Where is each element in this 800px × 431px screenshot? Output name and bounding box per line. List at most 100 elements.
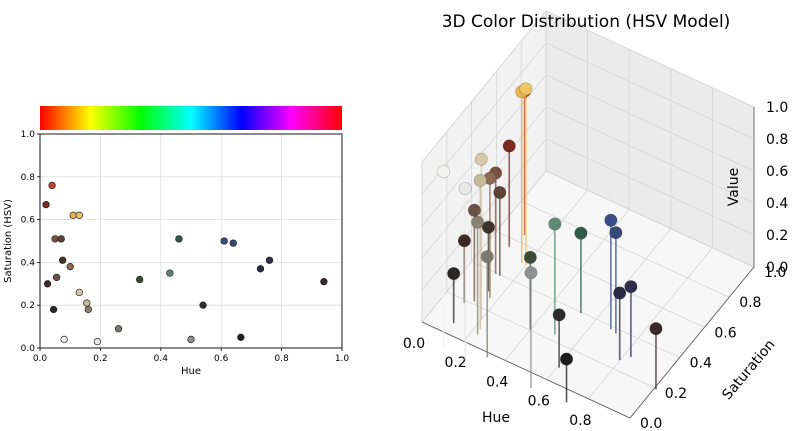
data-point [84,305,92,314]
x-tick-label: 0.8 [274,354,289,364]
floor-gridline [504,209,630,361]
data-point [75,211,83,219]
data-point-3d [437,165,451,179]
x-axis-label: Hue [181,366,201,377]
back-gridline [545,42,755,140]
value-tick-label: 0.0 [766,260,788,276]
back-gridline [545,138,755,236]
data-point-3d [481,220,495,234]
value-tick-label: 0.4 [766,196,788,212]
hue-tick-label: 0.6 [528,394,550,410]
hue-colorbar [40,106,342,130]
data-point [229,239,237,247]
y-tick-label: 0.8 [21,173,36,183]
hue-axis-label: Hue [482,410,510,426]
value-axis-label: Value [726,168,742,206]
side-gridline [421,10,547,163]
x-tick-label: 0.2 [93,354,107,364]
data-point-3d [474,152,488,166]
floor-gridline [588,247,713,400]
data-point [60,335,68,344]
floor-gridline [521,200,730,298]
data-point-3d [447,267,461,281]
hue-tick-label: 0.4 [486,374,508,390]
data-point [175,235,183,243]
data-point [66,263,74,271]
data-point-3d [458,182,472,196]
saturation-tick-label: 0.6 [714,325,736,341]
data-point-3d [457,234,471,248]
data-point-3d [649,322,663,336]
data-point-3d [574,226,588,240]
data-point [114,325,123,333]
value-tick-label: 0.2 [766,228,788,244]
data-point [57,235,65,243]
floor-gridline [471,261,680,358]
saturation-tick-label: 0.0 [640,416,662,431]
y-axis-label: Saturation (HSV) [3,199,14,283]
back-gridline [545,74,755,172]
x-tick-label: 0.4 [154,354,169,364]
x-tick-label: 0.6 [214,354,229,364]
data-point-3d [548,217,562,231]
data-point [220,237,228,245]
y-tick-label: 0.4 [21,258,36,268]
data-point-3d [609,226,623,240]
data-point-3d [473,173,487,187]
data-point-3d [552,308,566,322]
data-point [256,265,265,273]
floor-gridline [463,189,588,342]
data-point [75,288,83,297]
data-point [199,301,207,309]
data-point [320,278,328,286]
chart-title: 3D Color Distribution (HSV Model) [442,12,731,32]
data-point-3d [493,186,507,200]
back-gridline [545,106,755,204]
saturation-tick-label: 0.8 [739,295,761,311]
value-tick-label: 0.8 [766,132,788,148]
data-point-3d [560,352,574,366]
y-tick-label: 0.0 [21,344,36,354]
saturation-axis-label: Saturation [719,337,778,403]
data-point-3d [480,250,494,264]
data-point-3d [467,203,481,217]
data-point [187,335,195,344]
y-tick-label: 0.2 [21,301,35,311]
data-point-3d [524,266,538,280]
data-point [166,269,174,277]
saturation-tick-label: 1.0 [764,265,786,281]
x-tick-label: 1.0 [335,354,350,364]
value-tick-label: 1.0 [766,100,788,116]
plot-frame [39,133,343,349]
data-point [52,273,61,282]
data-point [237,333,245,341]
data-point-3d [471,215,485,229]
floor-gridline [496,231,705,328]
data-point [43,280,52,288]
data-point-3d [624,280,638,294]
data-point [42,200,50,209]
back-gridline [545,10,755,108]
data-point [93,337,102,346]
saturation-tick-label: 0.2 [665,386,687,402]
data-point [49,305,58,314]
floor-gridline [545,170,755,268]
data-point [265,256,274,264]
data-point-3d [613,286,627,300]
data-point-3d [604,213,618,227]
data-point-3d [523,250,537,264]
data-point-3d [502,139,516,153]
data-point [48,181,56,190]
y-tick-label: 1.0 [21,130,36,140]
value-tick-label: 0.6 [766,164,788,180]
data-point [136,275,144,284]
x-tick-label: 0.0 [33,354,48,364]
saturation-tick-label: 0.4 [690,356,712,372]
data-point-3d [519,82,533,96]
hue-tick-label: 0.0 [403,336,425,352]
hue-tick-label: 0.2 [444,355,466,371]
saturation-axis-line [629,266,755,419]
